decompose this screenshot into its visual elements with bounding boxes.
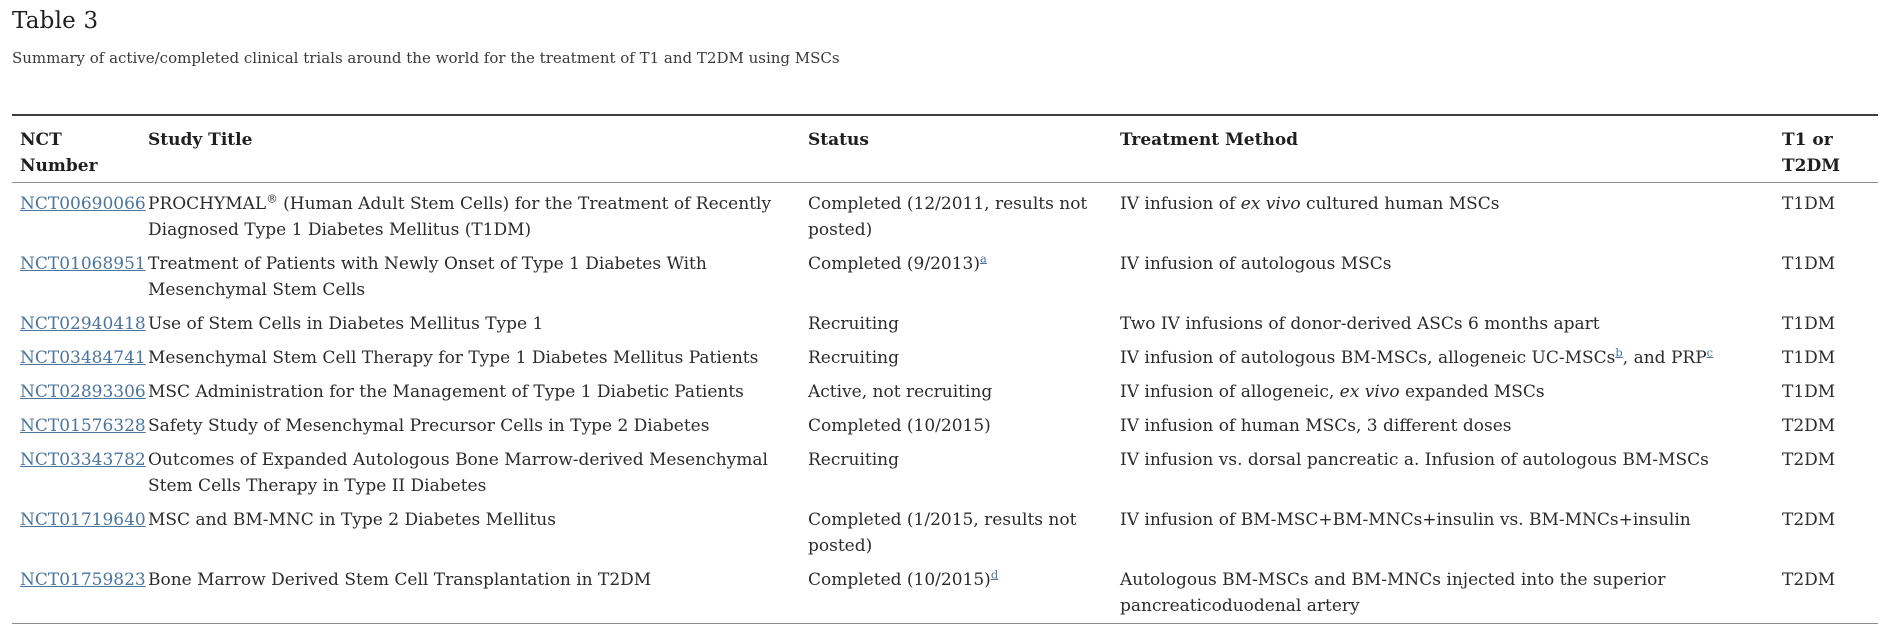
table-caption: Table 3 bbox=[12, 8, 99, 34]
treatment-cell: IV infusion of allogeneic, ex vivo expan… bbox=[1120, 382, 1545, 402]
study-title-cell: MSC Administration for the Management of… bbox=[148, 382, 744, 402]
status-cell: Completed (10/2015)d bbox=[808, 567, 999, 590]
nct-link[interactable]: NCT03343782 bbox=[20, 450, 146, 470]
col-header-study-title: Study Title bbox=[148, 115, 808, 183]
nct-link[interactable]: NCT01068951 bbox=[20, 254, 146, 274]
nct-link[interactable]: NCT02893306 bbox=[20, 382, 146, 402]
treatment-cell: IV infusion of autologous BM-MSCs, allog… bbox=[1120, 345, 1714, 368]
table-row: NCT01068951 Treatment of Patients with N… bbox=[12, 247, 1878, 307]
nct-cell: NCT01719640 bbox=[12, 503, 148, 563]
table-row: NCT01719640 MSC and BM-MNC in Type 2 Dia… bbox=[12, 503, 1878, 563]
study-title-cell: Use of Stem Cells in Diabetes Mellitus T… bbox=[148, 314, 544, 334]
study-title-cell: PROCHYMAL® (Human Adult Stem Cells) for … bbox=[148, 191, 772, 240]
status-cell: Completed (9/2013)a bbox=[808, 251, 987, 274]
treatment-cell: Autologous BM-MSCs and BM-MNCs injected … bbox=[1120, 570, 1666, 616]
nct-cell: NCT01068951 bbox=[12, 247, 148, 307]
footnote-link[interactable]: a bbox=[980, 251, 987, 266]
table-row: NCT03484741 Mesenchymal Stem Cell Therap… bbox=[12, 341, 1878, 375]
treatment-cell: IV infusion of autologous MSCs bbox=[1120, 254, 1392, 274]
table-row: NCT00690066 PROCHYMAL® (Human Adult Stem… bbox=[12, 183, 1878, 248]
nct-cell: NCT00690066 bbox=[12, 183, 148, 248]
table-subtitle: Summary of active/completed clinical tri… bbox=[12, 49, 840, 67]
status-cell: Completed (12/2011, results not posted) bbox=[808, 194, 1088, 240]
table-row: NCT01576328 Safety Study of Mesenchymal … bbox=[12, 409, 1878, 443]
study-title-cell: Safety Study of Mesenchymal Precursor Ce… bbox=[148, 416, 710, 436]
nct-cell: NCT02940418 bbox=[12, 307, 148, 341]
diabetes-type-cell: T2DM bbox=[1782, 570, 1836, 590]
nct-link[interactable]: NCT01759823 bbox=[20, 570, 146, 590]
status-cell: Completed (1/2015, results not posted) bbox=[808, 510, 1077, 556]
nct-link[interactable]: NCT01719640 bbox=[20, 510, 146, 530]
diabetes-type-cell: T2DM bbox=[1782, 510, 1836, 530]
diabetes-type-cell: T1DM bbox=[1782, 314, 1836, 334]
table-row: NCT01759823 Bone Marrow Derived Stem Cel… bbox=[12, 563, 1878, 624]
table-row: NCT02940418 Use of Stem Cells in Diabete… bbox=[12, 307, 1878, 341]
treatment-cell: IV infusion vs. dorsal pancreatic a. Inf… bbox=[1120, 450, 1709, 470]
clinical-trials-table: NCT Number Study Title Status Treatment … bbox=[12, 114, 1878, 624]
nct-link[interactable]: NCT03484741 bbox=[20, 348, 146, 368]
diabetes-type-cell: T1DM bbox=[1782, 194, 1836, 214]
status-cell: Recruiting bbox=[808, 314, 899, 334]
study-title-cell: MSC and BM-MNC in Type 2 Diabetes Mellit… bbox=[148, 510, 556, 530]
nct-cell: NCT02893306 bbox=[12, 375, 148, 409]
status-cell: Active, not recruiting bbox=[808, 382, 993, 402]
treatment-cell: IV infusion of BM-MSC+BM-MNCs+insulin vs… bbox=[1120, 510, 1691, 530]
header-row: NCT Number Study Title Status Treatment … bbox=[12, 115, 1878, 183]
footnote-link[interactable]: d bbox=[990, 567, 999, 582]
col-header-nct-number: NCT Number bbox=[12, 115, 148, 183]
nct-link[interactable]: NCT02940418 bbox=[20, 314, 146, 334]
nct-link[interactable]: NCT01576328 bbox=[20, 416, 146, 436]
nct-cell: NCT03343782 bbox=[12, 443, 148, 503]
study-title-cell: Bone Marrow Derived Stem Cell Transplant… bbox=[148, 570, 652, 590]
superscript-symbol: ® bbox=[266, 191, 278, 206]
study-title-cell: Treatment of Patients with Newly Onset o… bbox=[148, 254, 707, 300]
study-title-cell: Mesenchymal Stem Cell Therapy for Type 1… bbox=[148, 348, 759, 368]
treatment-cell: IV infusion of human MSCs, 3 different d… bbox=[1120, 416, 1512, 436]
col-header-treatment-method: Treatment Method bbox=[1120, 115, 1782, 183]
nct-link[interactable]: NCT00690066 bbox=[20, 194, 146, 214]
col-header-diabetes-type: T1 or T2DM bbox=[1782, 115, 1878, 183]
diabetes-type-cell: T2DM bbox=[1782, 416, 1836, 436]
table-row: NCT02893306 MSC Administration for the M… bbox=[12, 375, 1878, 409]
status-cell: Completed (10/2015) bbox=[808, 416, 991, 436]
col-header-status: Status bbox=[808, 115, 1120, 183]
nct-cell: NCT01759823 bbox=[12, 563, 148, 624]
status-cell: Recruiting bbox=[808, 348, 899, 368]
nct-cell: NCT01576328 bbox=[12, 409, 148, 443]
treatment-cell: IV infusion of ex vivo cultured human MS… bbox=[1120, 194, 1500, 214]
footnote-link[interactable]: b bbox=[1615, 345, 1623, 360]
footnote-link[interactable]: c bbox=[1706, 345, 1714, 360]
diabetes-type-cell: T1DM bbox=[1782, 348, 1836, 368]
diabetes-type-cell: T2DM bbox=[1782, 450, 1836, 470]
study-title-cell: Outcomes of Expanded Autologous Bone Mar… bbox=[148, 450, 768, 496]
nct-cell: NCT03484741 bbox=[12, 341, 148, 375]
diabetes-type-cell: T1DM bbox=[1782, 254, 1836, 274]
treatment-cell: Two IV infusions of donor-derived ASCs 6… bbox=[1120, 314, 1600, 334]
diabetes-type-cell: T1DM bbox=[1782, 382, 1836, 402]
table-row: NCT03343782 Outcomes of Expanded Autolog… bbox=[12, 443, 1878, 503]
status-cell: Recruiting bbox=[808, 450, 899, 470]
